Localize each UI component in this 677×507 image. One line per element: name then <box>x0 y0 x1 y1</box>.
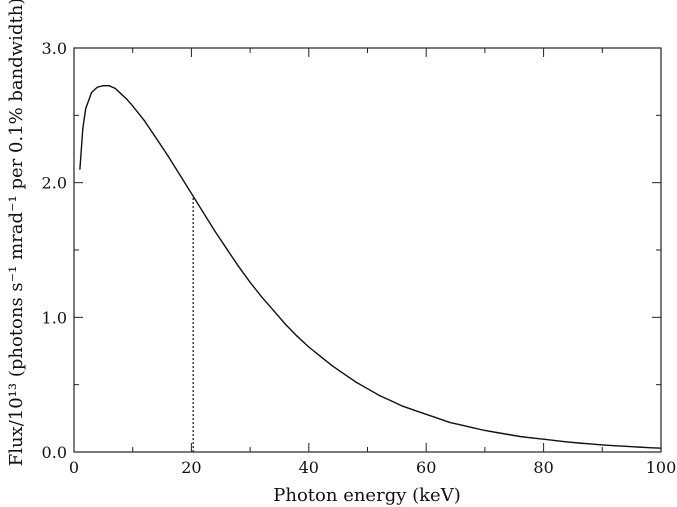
flux-curve-point <box>79 168 81 170</box>
flux-curve-point <box>190 192 192 195</box>
x-tick-label: 80 <box>533 458 553 477</box>
flux-curve-point <box>484 429 486 432</box>
flux-curve-point <box>296 335 298 337</box>
flux-curve-point <box>366 388 369 390</box>
x-axis-ticks: 0 20 40 60 80 100 <box>69 48 676 477</box>
flux-curve-point <box>343 373 345 375</box>
flux-curve-point <box>601 444 603 446</box>
x-tick-label: 100 <box>646 458 677 477</box>
flux-curve-point <box>589 443 592 445</box>
flux-curve-point <box>249 281 251 283</box>
flux-curve-point <box>331 365 333 367</box>
y-tick-label: 3.0 <box>42 39 67 58</box>
flux-curve-point <box>460 424 463 426</box>
y-axis-ticks: 0.0 1.0 2.0 3.0 <box>42 39 661 462</box>
flux-curve-point <box>126 98 128 100</box>
flux-curve-point <box>202 211 204 213</box>
flux-curve-point <box>214 230 216 232</box>
flux-curve-point <box>566 441 568 443</box>
flux-curve-point <box>413 409 416 411</box>
flux-curve-point <box>425 413 427 415</box>
flux-curve-point <box>284 323 286 325</box>
flux-curve-point <box>91 91 93 94</box>
flux-curve-point <box>378 394 380 397</box>
flux-curve-point <box>226 248 228 250</box>
flux-curve-point <box>143 120 146 122</box>
flux-curve-point <box>531 437 533 439</box>
flux-curve-point <box>120 93 122 95</box>
flux-curve-point <box>625 445 627 447</box>
flux-curve-point <box>102 85 104 87</box>
plot-border <box>73 47 662 453</box>
flux-curve-point <box>155 137 157 139</box>
x-tick-label: 40 <box>299 458 319 477</box>
flux-curve-point <box>554 439 556 442</box>
flux-curve-point <box>496 431 498 434</box>
flux-curve-point <box>660 447 662 449</box>
x-axis-label: Photon energy (keV) <box>273 485 460 506</box>
flux-curve-point <box>648 447 650 449</box>
flux-curve-point <box>167 155 169 157</box>
plot-frame <box>73 47 662 453</box>
flux-curve-point <box>308 346 310 348</box>
flux-curve-point <box>472 427 474 429</box>
flux-curve-point <box>507 433 509 436</box>
flux-curve-point <box>108 85 110 87</box>
y-tick-label: 0.0 <box>42 443 67 462</box>
flux-curve-line <box>79 84 662 449</box>
flux-curve-point <box>96 86 99 88</box>
flux-curve-point <box>519 435 521 438</box>
flux-curve-point <box>132 105 134 107</box>
flux-curve-point <box>82 128 84 130</box>
series-layer <box>79 84 662 449</box>
flux-curve-point <box>261 296 263 298</box>
flux-curve-point <box>613 445 615 447</box>
x-tick-label: 20 <box>181 458 201 477</box>
flux-curve-point <box>85 108 87 110</box>
flux-curve-point <box>179 173 181 176</box>
x-tick-label: 0 <box>69 458 79 477</box>
flux-curve-point <box>543 438 545 440</box>
flux-curve-point <box>402 405 404 407</box>
flux-curve-point <box>114 87 116 89</box>
flux-curve-point <box>390 400 392 402</box>
flux-curve-point <box>272 310 275 312</box>
x-tick-label: 60 <box>416 458 436 477</box>
flux-curve-point <box>636 446 639 448</box>
flux-curve-point <box>437 417 439 419</box>
flux-curve-point <box>237 265 239 267</box>
flux-curve-point <box>449 421 451 423</box>
flux-curve-point <box>578 442 580 444</box>
y-tick-label: 1.0 <box>42 308 67 327</box>
y-tick-label: 2.0 <box>42 174 67 193</box>
y-axis-label: Flux/10¹³ (photons s⁻¹ mrad⁻¹ per 0.1% b… <box>6 0 27 466</box>
flux-curve-point <box>355 381 357 383</box>
flux-curve-point <box>319 355 322 357</box>
